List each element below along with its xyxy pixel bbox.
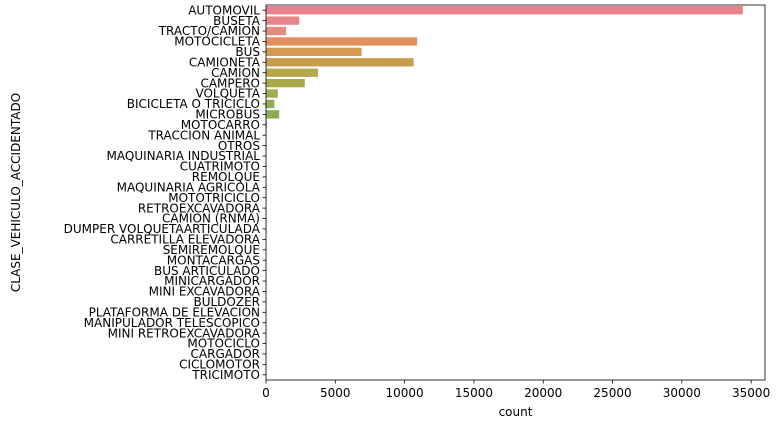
x-tick-label-5: 25000 <box>593 386 631 400</box>
y-tick-label-30: MANIPULADOR TELESCOPICO <box>84 316 260 330</box>
bar-6 <box>266 68 318 77</box>
x-tick-label-3: 15000 <box>455 386 493 400</box>
y-tick-label-10: MICROBUS <box>195 108 260 122</box>
x-tick-label-6: 30000 <box>663 386 701 400</box>
y-tick-label-12: TRACCION ANIMAL <box>147 128 260 142</box>
y-axis-title: CLASE_VEHICULO_ACCIDENTADO <box>9 93 23 292</box>
bar-2 <box>266 26 287 36</box>
bar-7 <box>266 78 305 88</box>
bars-group <box>266 6 743 379</box>
x-tick-label-2: 10000 <box>386 386 424 400</box>
y-tick-label-26: MINICARGADOR <box>164 274 260 288</box>
y-tick-label-18: MOTOTRICICLO <box>168 191 260 205</box>
y-tick-label-15: CUATRIMOTO <box>180 160 260 174</box>
y-tick-label-16: REMOLQUE <box>192 170 260 184</box>
bar-11 <box>266 120 267 129</box>
y-tick-label-1: BUSETA <box>213 14 261 28</box>
bar-8 <box>266 89 278 98</box>
bar-10 <box>266 110 280 119</box>
y-tick-label-34: CICLOMOTOR <box>179 358 260 372</box>
y-tick-label-31: MINI RETROEXCAVADORA <box>108 326 261 340</box>
y-tick-label-0: AUTOMOVIL <box>188 3 260 17</box>
y-tick-label-29: PLATAFORMA DE ELEVACION <box>89 305 260 319</box>
y-tick-label-27: MINI EXCAVADORA <box>149 285 261 299</box>
y-ticks-group: AUTOMOVILBUSETATRACTO/CAMIONMOTOCICLETAB… <box>64 3 266 382</box>
x-axis-title: count <box>499 405 533 419</box>
y-tick-label-19: RETROEXCAVADORA <box>138 201 261 215</box>
y-tick-label-8: VOLQUETA <box>195 87 260 101</box>
x-tick-label-7: 35000 <box>732 386 770 400</box>
x-tick-label-1: 5000 <box>320 386 351 400</box>
x-tick-label-4: 20000 <box>524 386 562 400</box>
bar-3 <box>266 37 418 46</box>
y-tick-label-33: CARGADOR <box>191 347 260 361</box>
bar-9 <box>266 99 275 109</box>
y-tick-label-17: MAQUINARIA AGRICOLA <box>117 180 261 194</box>
y-tick-label-2: TRACTO/CAMION <box>158 24 260 38</box>
y-tick-label-25: BUS ARTICULADO <box>154 264 260 278</box>
y-tick-label-32: MOTOCICLO <box>187 337 260 351</box>
bar-1 <box>266 16 300 25</box>
y-tick-label-11: MOTOCARRO <box>181 118 260 132</box>
y-tick-label-9: BICICLETA O TRICICLO <box>127 97 260 111</box>
y-tick-label-23: SEMIREMOLQUE <box>163 243 260 257</box>
y-tick-label-28: BULDOZER <box>193 295 260 309</box>
bar-4 <box>266 47 362 57</box>
y-tick-label-24: MONTACARGAS <box>167 253 260 267</box>
y-tick-label-14: MAQUINARIA INDUSTRIAL <box>107 149 261 163</box>
x-tick-label-0: 0 <box>262 386 270 400</box>
y-tick-label-5: CAMIONETA <box>189 55 261 69</box>
y-tick-label-13: OTROS <box>218 139 260 153</box>
y-tick-label-21: DUMPER VOLQUETAARTICULADA <box>64 222 261 236</box>
y-tick-label-22: CARRETILLA ELEVADORA <box>110 233 260 247</box>
y-tick-label-6: CAMION <box>211 66 260 80</box>
y-tick-label-4: BUS <box>235 45 260 59</box>
y-tick-label-20: CAMION (RNMA) <box>162 212 260 226</box>
y-tick-label-35: TRICIMOTO <box>191 368 260 382</box>
x-ticks-group: 0 5000 10000 15000 20000 25000 30000 35000 <box>262 380 770 400</box>
bar-0 <box>266 6 743 15</box>
y-tick-label-7: CAMPERO <box>200 76 260 90</box>
y-tick-label-3: MOTOCICLETA <box>174 35 261 49</box>
bar-5 <box>266 58 414 67</box>
plot-area-frame <box>265 4 766 381</box>
